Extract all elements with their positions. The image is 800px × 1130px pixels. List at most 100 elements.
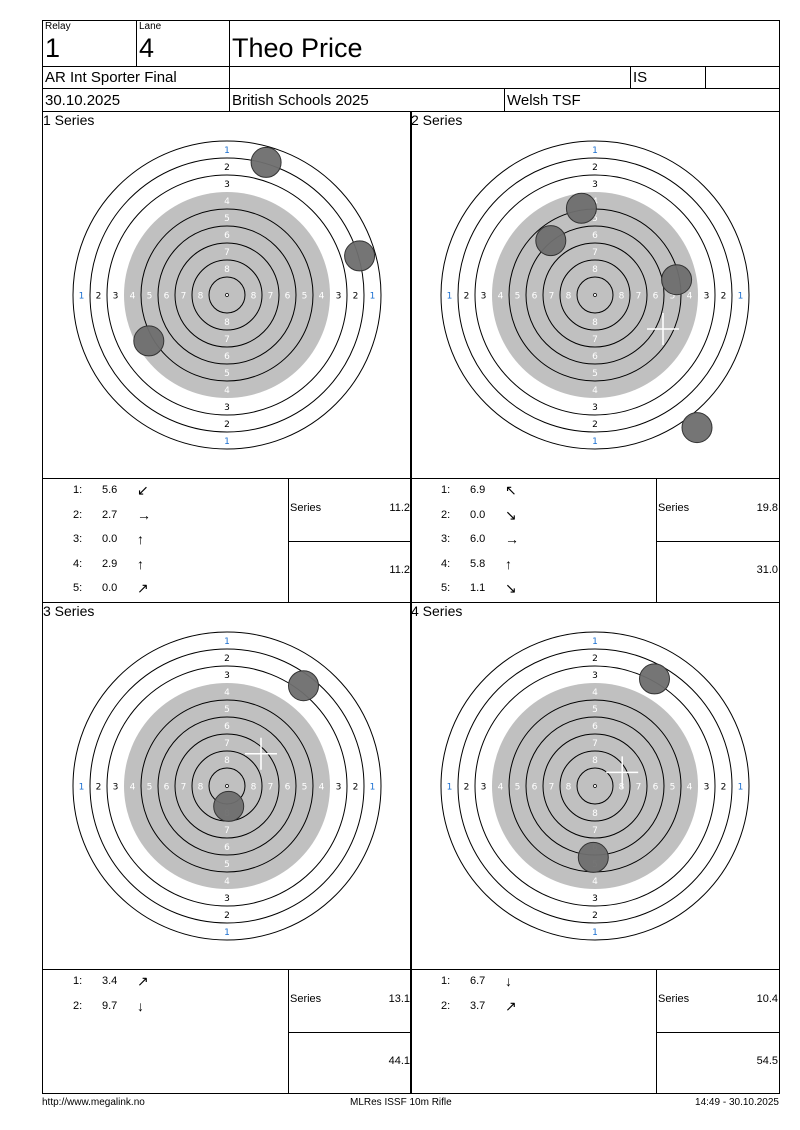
shot-number: 5: bbox=[73, 582, 83, 594]
running-total: 54.5 bbox=[756, 1055, 778, 1067]
ring-label: 1 bbox=[447, 292, 453, 302]
ring-label: 2 bbox=[96, 783, 102, 793]
ring-label: 3 bbox=[224, 403, 230, 413]
series-total-box: Series 11.2 bbox=[288, 478, 412, 542]
relay-label: Relay bbox=[45, 21, 71, 32]
ring-label: 5 bbox=[670, 783, 676, 793]
ring-label: 4 bbox=[592, 688, 598, 698]
ring-label: 8 bbox=[251, 292, 257, 302]
ring-label: 4 bbox=[224, 197, 230, 207]
shot-number: 4: bbox=[441, 557, 451, 570]
ring-label: 7 bbox=[549, 783, 555, 793]
shot-list: 1: 5.6 ↙ 2: 2.7 → 3: 0.0 ↑ 4: 2.9 ↑ 5: 0… bbox=[42, 478, 289, 603]
ring-label: 5 bbox=[592, 369, 598, 379]
footer-timestamp: 14:49 - 30.10.2025 bbox=[695, 1097, 779, 1108]
ring-3 bbox=[106, 665, 348, 907]
ring-label: 4 bbox=[687, 783, 693, 793]
ring-label: 4 bbox=[687, 292, 693, 302]
series-label: Series bbox=[658, 993, 690, 1005]
footer-url[interactable]: http://www.megalink.no bbox=[42, 1097, 145, 1108]
ring-label: 7 bbox=[592, 826, 598, 836]
ring-label: 1 bbox=[370, 292, 376, 302]
ring-7 bbox=[542, 242, 648, 348]
shot-number: 1: bbox=[73, 975, 83, 987]
ring-label: 8 bbox=[198, 783, 204, 793]
ring-label: 7 bbox=[181, 292, 187, 302]
ring-label: 6 bbox=[532, 783, 538, 793]
shot-value: 0.0 bbox=[102, 533, 118, 545]
ring-label: 6 bbox=[532, 292, 538, 302]
ring-label: 1 bbox=[79, 783, 85, 793]
ring-label: 6 bbox=[224, 231, 230, 241]
ring-label: 6 bbox=[164, 292, 170, 302]
shot-hole bbox=[133, 325, 165, 357]
event-cell: AR Int Sporter Final bbox=[42, 66, 230, 89]
club-cell: Welsh TSF bbox=[504, 88, 780, 112]
ring-5 bbox=[140, 208, 314, 382]
ring-label: 4 bbox=[592, 386, 598, 396]
shot-number: 2: bbox=[73, 508, 83, 521]
shot-hole bbox=[288, 670, 319, 702]
target-panel: 1 Series 1 1 1 1 2 2 2 2 3 3 3 3 4 4 4 4 5 5 5 5 6 6 6 6 7 7 7 7 8 8 8 8 bbox=[42, 111, 412, 479]
running-total-box: 11.2 bbox=[288, 541, 412, 603]
lane-label: Lane bbox=[139, 21, 162, 32]
ring-label: 2 bbox=[224, 654, 230, 664]
ring-label: 8 bbox=[224, 265, 230, 275]
ring-label: 1 bbox=[224, 437, 230, 447]
ring-label: 7 bbox=[224, 335, 230, 345]
ring-label: 8 bbox=[566, 292, 572, 302]
ring-label: 6 bbox=[224, 352, 230, 362]
ring-8 bbox=[559, 259, 631, 331]
ring-label: 2 bbox=[592, 911, 598, 921]
ring-label: 1 bbox=[592, 146, 598, 156]
ring-7 bbox=[174, 733, 280, 839]
date-value: 30.10.2025 bbox=[45, 92, 121, 109]
direction-arrow-icon: ↓ bbox=[137, 997, 144, 1014]
ring-label: 3 bbox=[481, 783, 487, 793]
ring-label: 4 bbox=[498, 783, 504, 793]
direction-arrow-icon: ↖ bbox=[505, 482, 517, 498]
ring-label: 3 bbox=[704, 292, 710, 302]
ring-10 bbox=[593, 293, 597, 297]
series-total: 13.1 bbox=[388, 993, 410, 1005]
ring-label: 1 bbox=[592, 637, 598, 647]
ring-label: 6 bbox=[592, 722, 598, 732]
running-total: 11.2 bbox=[389, 564, 410, 576]
ring-label: 7 bbox=[268, 783, 274, 793]
ring-label: 6 bbox=[653, 292, 659, 302]
direction-arrow-icon: ↙ bbox=[137, 482, 149, 498]
ring-label: 2 bbox=[224, 420, 230, 430]
center-cross-icon bbox=[606, 756, 639, 789]
ring-label: 5 bbox=[224, 705, 230, 715]
ring-label: 4 bbox=[319, 292, 325, 302]
ring-2 bbox=[457, 157, 733, 433]
ring-label: 5 bbox=[302, 292, 308, 302]
series-total: 19.8 bbox=[756, 502, 778, 514]
lane-value: 4 bbox=[139, 33, 155, 63]
ring-label: 8 bbox=[592, 265, 598, 275]
ring-label: 7 bbox=[549, 292, 555, 302]
class-value: IS bbox=[633, 69, 648, 86]
ring-label: 5 bbox=[302, 783, 308, 793]
shot-number: 2: bbox=[73, 999, 83, 1012]
direction-arrow-icon: → bbox=[137, 506, 151, 523]
direction-arrow-icon: ↑ bbox=[137, 531, 144, 547]
ring-label: 3 bbox=[224, 894, 230, 904]
ring-label: 3 bbox=[592, 894, 598, 904]
direction-arrow-icon: ↗ bbox=[137, 973, 149, 989]
shot-value: 1.1 bbox=[470, 582, 486, 594]
ring-2 bbox=[89, 157, 365, 433]
ring-label: 7 bbox=[592, 335, 598, 345]
ring-label: 6 bbox=[653, 783, 659, 793]
ring-label: 3 bbox=[481, 292, 487, 302]
ring-label: 5 bbox=[592, 705, 598, 715]
ring-label: 8 bbox=[592, 756, 598, 766]
shooter-name: Theo Price bbox=[232, 33, 363, 63]
ring-label: 1 bbox=[79, 292, 85, 302]
ring-label: 2 bbox=[721, 292, 727, 302]
series-total-box: Series 19.8 bbox=[656, 478, 780, 542]
